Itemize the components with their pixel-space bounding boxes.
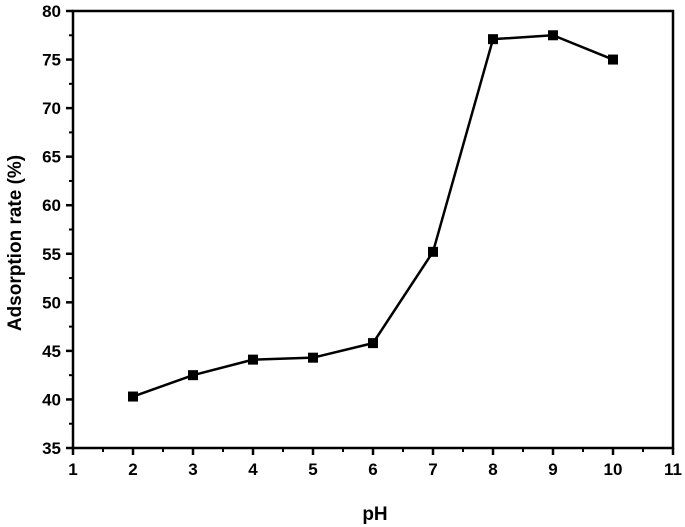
y-tick-label: 40: [42, 390, 61, 409]
y-tick-label: 80: [42, 2, 61, 21]
data-point-marker: [488, 34, 498, 45]
plot-frame: [71, 9, 675, 450]
data-point-marker: [608, 54, 618, 65]
y-axis-ticks: 35 40 45 50 55 60 65 70 75 80: [42, 2, 73, 458]
x-axis-title: pH: [362, 504, 387, 525]
y-tick-label: 55: [42, 245, 61, 264]
data-point-marker: [128, 391, 138, 402]
y-tick-label: 60: [42, 196, 61, 215]
x-tick-label: 3: [188, 460, 197, 479]
x-tick-label: 1: [68, 460, 77, 479]
x-tick-label: 2: [128, 460, 137, 479]
y-tick-label: 70: [42, 99, 61, 118]
data-point-marker: [368, 338, 378, 349]
y-tick-label: 45: [42, 342, 61, 361]
plot-border: [71, 9, 675, 450]
x-tick-label: 6: [368, 460, 377, 479]
x-tick-label: 4: [248, 460, 258, 479]
y-axis-title: Adsorption rate (%): [5, 155, 26, 331]
x-axis-ticks: 1 2 3 4 5 6 7 8 9 10 11: [68, 448, 682, 479]
data-point-marker: [548, 30, 558, 41]
x-tick-label: 11: [664, 460, 682, 479]
x-tick-label: 7: [428, 460, 437, 479]
data-point-marker: [308, 352, 318, 363]
x-tick-label: 8: [488, 460, 497, 479]
y-tick-label: 75: [42, 51, 61, 70]
y-tick-label: 35: [42, 439, 61, 458]
data-point-marker: [248, 354, 258, 365]
data-point-marker: [188, 370, 198, 381]
x-tick-label: 9: [548, 460, 557, 479]
x-tick-label: 10: [604, 460, 623, 479]
y-tick-label: 50: [42, 293, 61, 312]
data-point-marker: [428, 246, 438, 257]
data-series: [128, 30, 618, 402]
x-tick-label: 5: [308, 460, 317, 479]
y-tick-label: 65: [42, 148, 61, 167]
